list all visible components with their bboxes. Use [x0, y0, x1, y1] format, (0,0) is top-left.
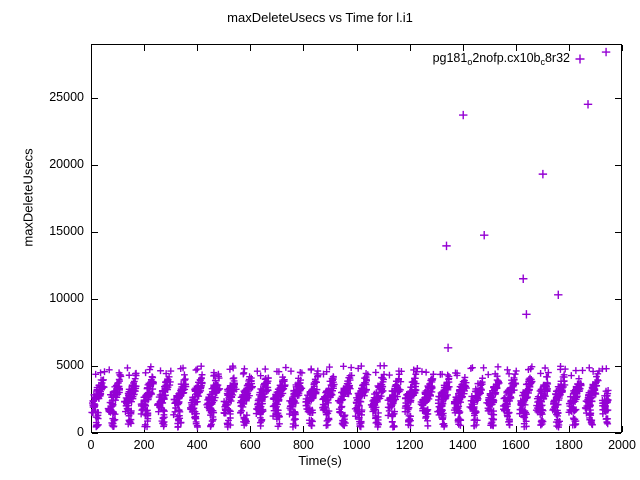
- y-tick-mark: [92, 231, 98, 233]
- y-tick-mark: [615, 164, 621, 166]
- x-tick-mark: [250, 426, 252, 432]
- y-tick-mark: [92, 433, 98, 434]
- y-tick-label: 25000: [49, 89, 84, 104]
- x-tick-mark: [515, 45, 517, 51]
- y-tick-label: 5000: [56, 357, 84, 372]
- x-tick-mark: [144, 45, 146, 51]
- x-tick-mark: [409, 45, 411, 51]
- x-tick-label: 800: [292, 438, 314, 452]
- x-tick-label: 200: [133, 438, 155, 452]
- y-tick-mark: [615, 231, 621, 233]
- x-tick-mark: [303, 426, 305, 432]
- x-tick-label: 1400: [448, 438, 477, 452]
- y-tick-mark: [92, 164, 98, 166]
- y-tick-mark: [615, 298, 621, 300]
- x-tick-mark: [197, 45, 199, 51]
- y-tick-mark: [92, 97, 98, 99]
- x-tick-mark: [568, 426, 570, 432]
- x-tick-label: 1800: [554, 438, 583, 452]
- x-tick-mark: [622, 426, 623, 432]
- x-tick-mark: [409, 426, 411, 432]
- scatter-points-layer: [88, 47, 612, 431]
- y-tick-label: 10000: [49, 290, 84, 305]
- chart-title: maxDeleteUsecs vs Time for l.i1: [227, 10, 413, 25]
- x-tick-mark: [568, 45, 570, 51]
- y-tick-label: 0: [77, 425, 84, 439]
- x-tick-mark: [250, 45, 252, 51]
- x-tick-mark: [462, 45, 464, 51]
- x-tick-mark: [91, 45, 92, 51]
- x-tick-label: 1200: [395, 438, 424, 452]
- legend-marker-sample: [575, 54, 585, 64]
- y-tick-mark: [615, 97, 621, 99]
- x-tick-mark: [622, 45, 623, 51]
- x-tick-label: 600: [239, 438, 261, 452]
- x-tick-label: 400: [186, 438, 208, 452]
- x-tick-label: 0: [87, 438, 95, 452]
- y-tick-mark: [615, 365, 621, 367]
- x-tick-mark: [515, 426, 517, 432]
- legend-entry-label: pg181o2nofp.cx10bc8r32: [432, 51, 570, 67]
- x-tick-mark: [462, 426, 464, 432]
- x-tick-mark: [91, 426, 92, 432]
- x-axis-label: Time(s): [298, 453, 342, 468]
- y-tick-label: 20000: [49, 156, 84, 171]
- x-tick-label: 1000: [342, 438, 371, 452]
- y-axis-label: maxDeleteUsecs: [20, 148, 36, 247]
- x-tick-label: 1600: [501, 438, 530, 452]
- x-tick-mark: [356, 426, 358, 432]
- x-tick-label: 2000: [608, 438, 636, 452]
- y-tick-label: 15000: [49, 223, 84, 238]
- y-tick-mark: [615, 433, 621, 434]
- y-tick-mark: [92, 298, 98, 300]
- x-tick-mark: [303, 45, 305, 51]
- x-tick-mark: [356, 45, 358, 51]
- y-tick-mark: [92, 365, 98, 367]
